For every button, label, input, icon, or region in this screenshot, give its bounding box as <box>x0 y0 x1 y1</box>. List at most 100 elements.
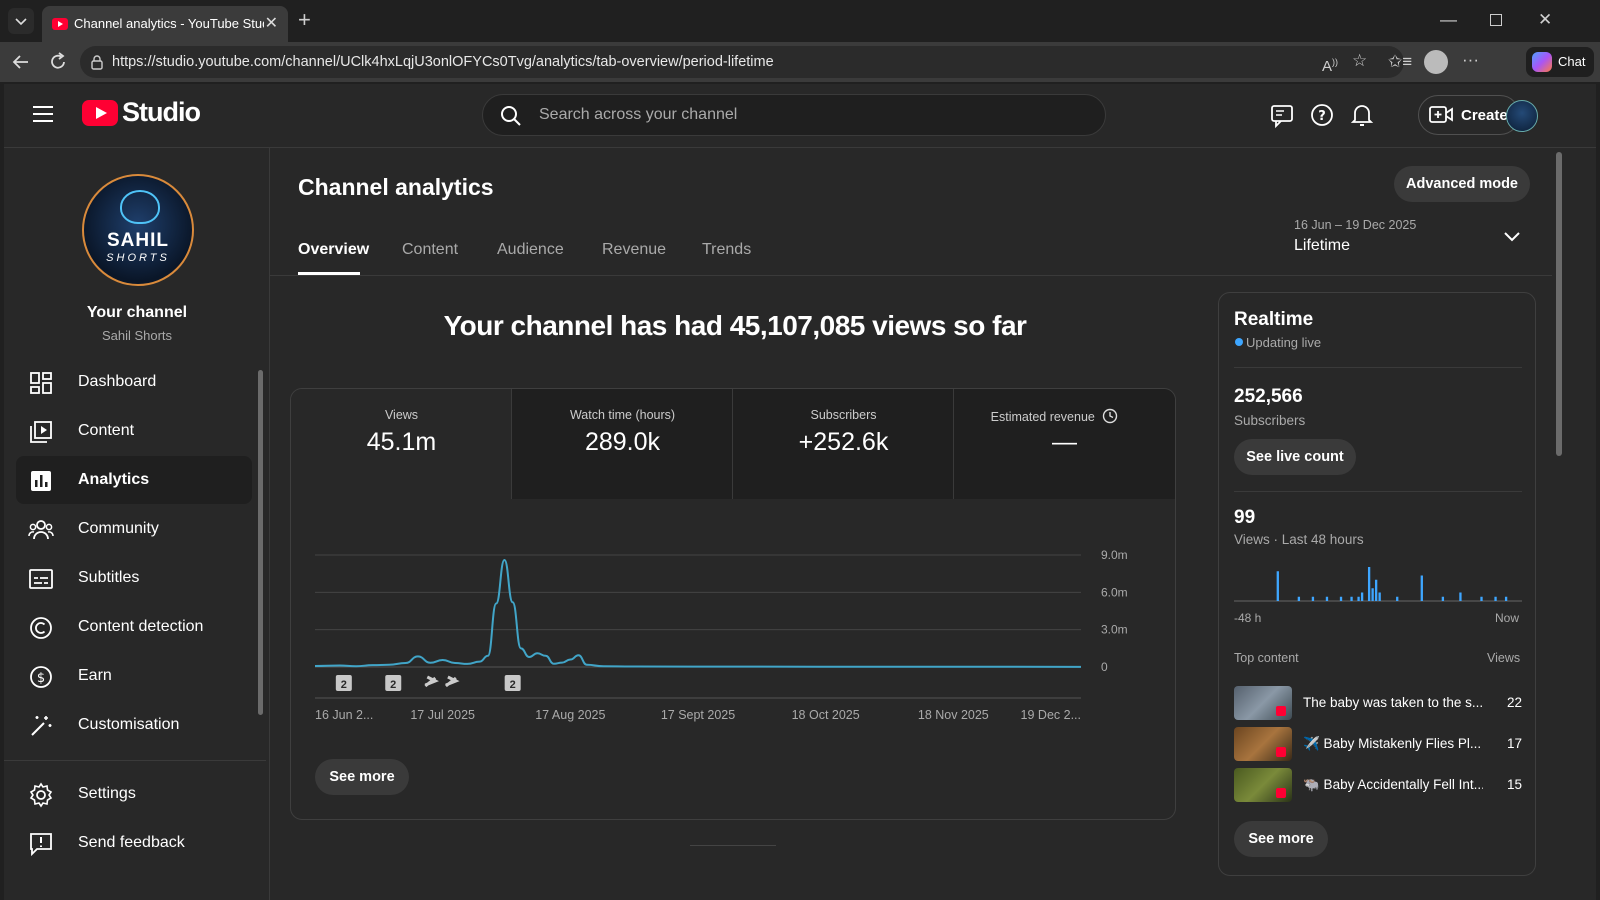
realtime-bar[interactable] <box>1367 567 1371 601</box>
sidebar-item-customisation[interactable]: Customisation <box>16 701 252 749</box>
studio-wordmark[interactable]: Studio <box>122 97 201 127</box>
sidebar-item-settings[interactable]: Settings <box>16 770 252 818</box>
reload-icon[interactable] <box>48 51 68 73</box>
browser-tab-bar: Channel analytics - YouTube Studio ✕ + —… <box>0 0 1600 42</box>
notifications-bell-icon[interactable] <box>1350 103 1374 129</box>
help-icon[interactable]: ? <box>1310 103 1336 129</box>
sidebar-item-earn[interactable]: $ Earn <box>16 652 252 700</box>
realtime-bar[interactable] <box>1360 592 1364 602</box>
tab-audience[interactable]: Audience <box>497 241 564 258</box>
date-range-picker[interactable]: 16 Jun – 19 Dec 2025 Lifetime <box>1280 210 1534 262</box>
copilot-chat-button[interactable]: Chat <box>1526 47 1594 77</box>
subtitles-icon <box>29 569 53 589</box>
close-window-icon[interactable]: ✕ <box>1538 10 1553 29</box>
realtime-bar[interactable] <box>1494 596 1497 601</box>
realtime-views-bar-chart[interactable] <box>1234 561 1522 607</box>
tab-content[interactable]: Content <box>402 241 459 258</box>
sidebar-item-dashboard[interactable]: Dashboard <box>16 358 252 406</box>
realtime-subscribers-label: Subscribers <box>1234 413 1306 428</box>
more-options-icon[interactable]: ··· <box>1462 50 1479 69</box>
realtime-bar[interactable] <box>1325 596 1329 601</box>
studio-header: Studio Search across your channel ? Crea… <box>4 84 1596 148</box>
top-content-row[interactable]: ✈️ Baby Mistakenly Flies Pl... 17 <box>1234 727 1522 761</box>
favorites-icon[interactable]: ✩≡ <box>1388 52 1413 71</box>
video-count-marker[interactable]: 2 <box>504 675 521 691</box>
realtime-bar[interactable] <box>1480 596 1483 601</box>
metric-label: Views <box>384 408 419 422</box>
realtime-bar[interactable] <box>1504 596 1508 601</box>
sidebar-item-label: Send feedback <box>78 834 185 851</box>
minimize-icon[interactable]: — <box>1440 10 1457 29</box>
realtime-bar[interactable] <box>1396 596 1399 601</box>
search-input[interactable]: Search across your channel <box>539 106 738 123</box>
account-avatar[interactable] <box>1506 100 1538 132</box>
profile-icon[interactable] <box>1424 50 1448 74</box>
metric-views[interactable]: Views 45.1m <box>291 389 512 499</box>
hamburger-menu-icon[interactable] <box>32 104 54 124</box>
sidebar-item-community[interactable]: Community <box>16 505 252 553</box>
sidebar-item-send-feedback[interactable]: Send feedback <box>16 819 252 867</box>
realtime-bar[interactable] <box>1311 596 1315 601</box>
metric-watch-time[interactable]: Watch time (hours) 289.0k <box>512 389 733 499</box>
sidebar-item-subtitles[interactable]: Subtitles <box>16 554 252 602</box>
create-button[interactable]: Create <box>1418 95 1520 135</box>
shorts-icon[interactable] <box>424 675 439 688</box>
realtime-bar[interactable] <box>1297 596 1301 601</box>
tab-revenue[interactable]: Revenue <box>602 241 667 258</box>
new-tab-icon[interactable]: + <box>298 7 311 32</box>
youtube-logo-icon[interactable] <box>82 100 118 126</box>
svg-text:?: ? <box>1318 109 1326 124</box>
realtime-bar[interactable] <box>1350 596 1353 601</box>
realtime-bar[interactable] <box>1339 596 1343 601</box>
realtime-bar[interactable] <box>1374 579 1378 601</box>
browser-tab-active[interactable]: Channel analytics - YouTube Studio ✕ <box>42 6 288 42</box>
realtime-bar[interactable] <box>1441 596 1445 601</box>
realtime-bar[interactable] <box>1459 592 1462 602</box>
feedback-icon <box>30 833 52 857</box>
realtime-bar[interactable] <box>1276 571 1279 601</box>
see-more-button[interactable]: See more <box>315 759 409 795</box>
main-scrollbar[interactable] <box>1556 152 1562 456</box>
video-count-marker[interactable]: 2 <box>335 675 352 691</box>
sidebar-scrollbar[interactable] <box>258 370 263 715</box>
channel-avatar[interactable]: SAHIL SHORTS <box>82 174 194 286</box>
metric-subscribers[interactable]: Subscribers +252.6k <box>733 389 954 499</box>
realtime-bar[interactable] <box>1420 575 1423 602</box>
read-aloud-icon[interactable]: A)) <box>1322 57 1339 75</box>
top-content-row[interactable]: The baby was taken to the s... 22 <box>1234 686 1522 720</box>
tab-overview[interactable]: Overview <box>298 241 370 258</box>
analytics-icon <box>31 471 51 491</box>
create-label: Create <box>1461 107 1508 124</box>
metric-estimated-revenue[interactable]: Estimated revenue — <box>954 389 1175 499</box>
video-title: The baby was taken to the s... <box>1303 695 1483 710</box>
realtime-views-count: 99 <box>1234 507 1256 528</box>
metric-label-text: Estimated revenue <box>990 410 1095 424</box>
tab-list-button[interactable] <box>8 8 34 34</box>
sidebar-item-content[interactable]: Content <box>16 407 252 455</box>
copyright-icon <box>30 617 52 639</box>
shorts-icon[interactable] <box>444 675 460 688</box>
site-info-lock-icon[interactable] <box>89 54 105 70</box>
see-live-count-button[interactable]: See live count <box>1234 439 1356 475</box>
active-tab-indicator <box>298 272 360 275</box>
sidebar-item-analytics[interactable]: Analytics <box>16 456 252 504</box>
svg-text:$: $ <box>37 671 45 686</box>
close-tab-icon[interactable]: ✕ <box>264 15 278 32</box>
advanced-mode-button[interactable]: Advanced mode <box>1394 166 1530 202</box>
search-bar[interactable]: Search across your channel <box>482 94 1106 136</box>
messages-icon[interactable] <box>1270 103 1296 129</box>
tab-trends[interactable]: Trends <box>702 241 752 258</box>
top-content-row[interactable]: 🐃 Baby Accidentally Fell Int... 15 <box>1234 768 1522 802</box>
realtime-bar[interactable] <box>1378 592 1381 602</box>
realtime-bar[interactable] <box>1371 588 1374 601</box>
restore-icon[interactable] <box>1490 14 1502 26</box>
sidebar-item-content-detection[interactable]: Content detection <box>16 603 252 651</box>
back-arrow-icon[interactable] <box>10 52 32 72</box>
favorite-star-icon[interactable]: ☆ <box>1352 51 1368 70</box>
video-count-marker[interactable]: 2 <box>385 675 402 691</box>
realtime-see-more-button[interactable]: See more <box>1234 821 1328 857</box>
url-field[interactable]: https://studio.youtube.com/channel/UClk4… <box>80 46 1404 78</box>
realtime-bar[interactable] <box>1357 596 1360 601</box>
date-range-text: 16 Jun – 19 Dec 2025 <box>1294 218 1417 232</box>
views-line-chart[interactable]: 9.0m 6.0m 3.0m 0 16 Jun 2... 17 Jul 2025 17 Au… <box>291 529 1176 729</box>
